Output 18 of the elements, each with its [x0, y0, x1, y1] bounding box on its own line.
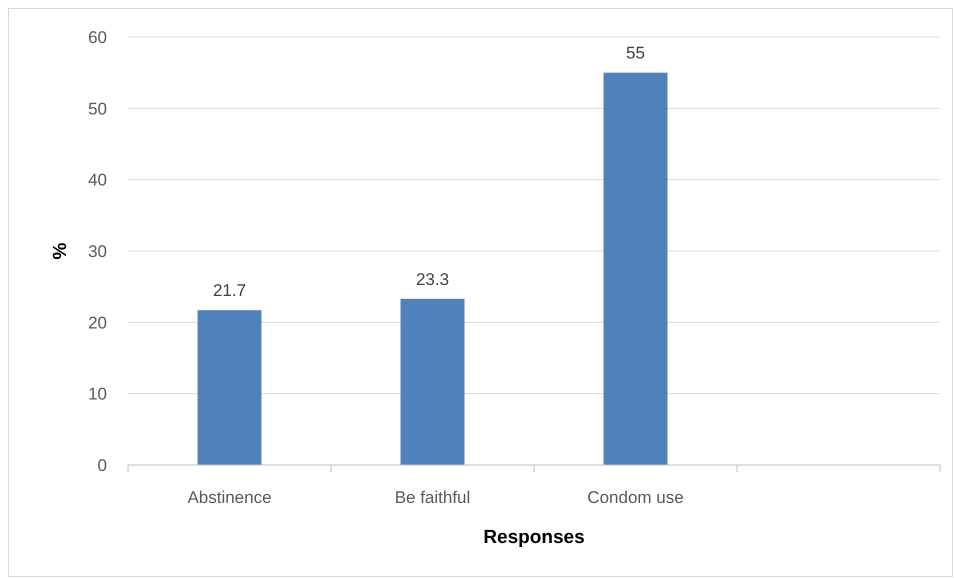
y-tick-label: 40: [88, 170, 107, 190]
y-tick-label: 60: [88, 28, 107, 47]
y-tick-label: 10: [88, 384, 107, 404]
bar: [400, 298, 464, 465]
y-tick-label: 50: [88, 99, 107, 118]
y-axis-title: %: [50, 242, 71, 260]
data-label: 55: [626, 44, 645, 63]
bar: [604, 72, 668, 465]
bar: [198, 310, 262, 465]
y-tick-label: 0: [98, 456, 107, 475]
y-tick-label: 30: [88, 242, 107, 261]
y-tick-label: 20: [88, 313, 107, 332]
data-label: 21.7: [212, 281, 246, 300]
data-label: 23.3: [416, 270, 450, 289]
x-axis-title: Responses: [483, 527, 585, 548]
x-tick-label: Abstinence: [187, 488, 272, 507]
x-tick-label: Be faithful: [394, 488, 470, 507]
x-tick-label: Condom use: [587, 488, 684, 507]
